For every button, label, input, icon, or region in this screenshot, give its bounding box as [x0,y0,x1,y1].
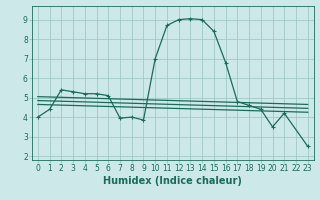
X-axis label: Humidex (Indice chaleur): Humidex (Indice chaleur) [103,176,242,186]
